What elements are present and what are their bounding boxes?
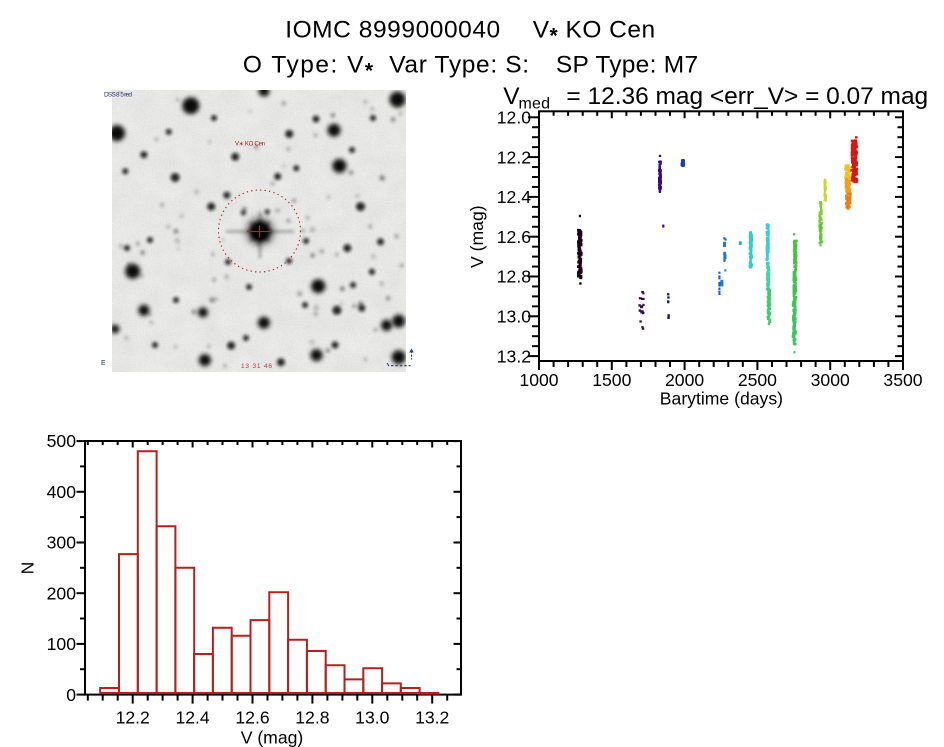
svg-text:0: 0 [66, 685, 76, 705]
svg-text:SP Type: M7: SP Type: M7 [556, 52, 698, 79]
svg-text:400: 400 [47, 482, 77, 502]
svg-text:13.0: 13.0 [497, 307, 531, 327]
svg-text:Barytime (days): Barytime (days) [660, 389, 783, 409]
svg-text:12.6: 12.6 [497, 227, 531, 247]
svg-text:med: med [519, 96, 551, 113]
svg-text:V (mag): V (mag) [467, 205, 487, 268]
svg-text:12.4: 12.4 [497, 187, 531, 207]
svg-text:V (mag): V (mag) [241, 728, 304, 747]
svg-text:13.0: 13.0 [355, 708, 389, 728]
svg-text:= 12.36 mag <err_V> = 0.07 mag: = 12.36 mag <err_V> = 0.07 mag [566, 83, 928, 110]
svg-text:1500: 1500 [592, 370, 631, 390]
svg-text:V: V [503, 83, 520, 110]
svg-text:N: N [18, 562, 38, 575]
svg-text:12.8: 12.8 [497, 267, 531, 287]
svg-text:300: 300 [47, 533, 77, 553]
svg-text:V∗ KO Cen: V∗ KO Cen [235, 142, 265, 148]
svg-text:200: 200 [47, 583, 77, 603]
svg-text:IOMC 8999000040: IOMC 8999000040 [285, 17, 500, 44]
svg-text:1000: 1000 [519, 370, 558, 390]
svg-text:13.2: 13.2 [497, 346, 531, 366]
svg-text:12.2: 12.2 [497, 147, 531, 167]
svg-text:Var Type: S:: Var Type: S: [389, 52, 529, 79]
svg-text:12.4: 12.4 [175, 708, 209, 728]
svg-text:13.2: 13.2 [415, 708, 449, 728]
svg-text:12.0: 12.0 [497, 108, 531, 128]
svg-text:V* KO Cen: V* KO Cen [533, 17, 655, 48]
svg-text:12.2: 12.2 [116, 708, 150, 728]
svg-text:12.6: 12.6 [235, 708, 269, 728]
svg-text:3000: 3000 [811, 370, 850, 390]
svg-text:E: E [101, 360, 106, 367]
svg-text:O Type: V*: O Type: V* [243, 52, 374, 83]
svg-text:12.8: 12.8 [295, 708, 329, 728]
svg-text:2500: 2500 [738, 370, 777, 390]
svg-text:100: 100 [47, 634, 77, 654]
svg-text:2000: 2000 [665, 370, 704, 390]
svg-text:3500: 3500 [883, 370, 922, 390]
svg-text:13 31 46: 13 31 46 [241, 363, 272, 370]
svg-text:500: 500 [47, 431, 77, 451]
svg-text:DSS 8´5 red: DSS 8´5 red [104, 92, 132, 99]
